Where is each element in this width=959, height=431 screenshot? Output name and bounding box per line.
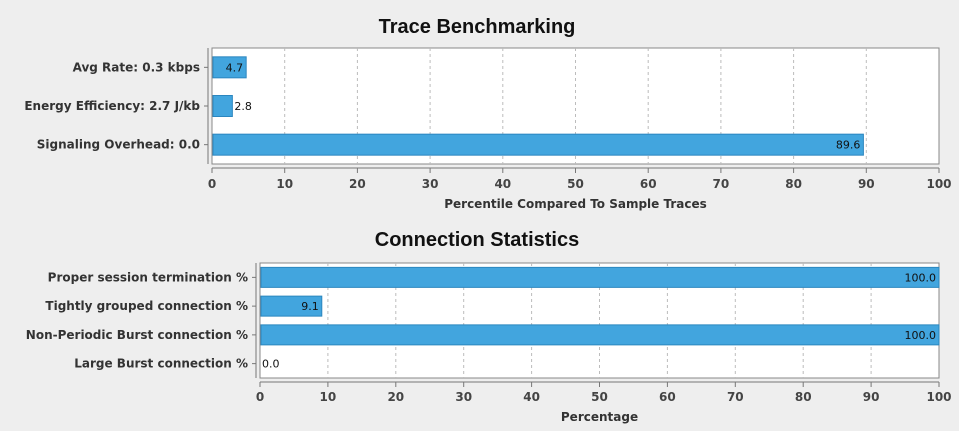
x-tick-label: 50 [591, 390, 608, 404]
x-tick-label: 90 [863, 390, 880, 404]
chart-title: Connection Statistics [375, 229, 579, 251]
x-axis-label: Percentage [561, 410, 638, 424]
bar [212, 133, 864, 156]
x-tick-label: 30 [455, 390, 472, 404]
x-tick-label: 60 [659, 390, 676, 404]
x-tick-label: 10 [320, 390, 337, 404]
x-tick-label: 20 [387, 390, 404, 404]
chart-title: Trace Benchmarking [379, 16, 576, 38]
data-label: 89.6 [836, 139, 861, 152]
bar [260, 266, 940, 288]
x-tick-label: 90 [858, 177, 875, 191]
bar [212, 95, 233, 117]
category-label: Energy Efficiency: 2.7 J/kb [24, 99, 200, 113]
bar [260, 324, 940, 346]
x-tick-label: 50 [567, 177, 584, 191]
x-tick-label: 0 [256, 390, 264, 404]
data-label: 0.0 [262, 358, 280, 371]
x-tick-label: 10 [276, 177, 293, 191]
x-tick-label: 70 [713, 177, 730, 191]
category-label: Large Burst connection % [74, 357, 248, 371]
x-tick-label: 40 [494, 177, 511, 191]
data-label: 2.8 [234, 100, 252, 113]
x-axis-label: Percentile Compared To Sample Traces [444, 197, 707, 211]
x-tick-label: 80 [795, 390, 812, 404]
data-label: 4.7 [226, 61, 244, 74]
x-tick-label: 100 [926, 390, 951, 404]
x-tick-label: 30 [422, 177, 439, 191]
x-tick-label: 60 [640, 177, 657, 191]
category-label: Non-Periodic Burst connection % [26, 328, 248, 342]
x-tick-label: 0 [208, 177, 216, 191]
bar [212, 56, 247, 79]
bar [260, 295, 323, 317]
category-label: Tightly grouped connection % [45, 299, 248, 313]
x-tick-label: 20 [349, 177, 366, 191]
data-label: 9.1 [301, 300, 319, 313]
data-label: 100.0 [905, 271, 937, 284]
x-tick-label: 80 [785, 177, 802, 191]
x-tick-label: 100 [926, 177, 951, 191]
category-label: Proper session termination % [48, 270, 248, 284]
x-tick-label: 40 [523, 390, 540, 404]
x-tick-label: 70 [727, 390, 744, 404]
data-label: 100.0 [905, 329, 937, 342]
category-label: Signaling Overhead: 0.0 [37, 138, 200, 152]
category-label: Avg Rate: 0.3 kbps [73, 60, 200, 74]
